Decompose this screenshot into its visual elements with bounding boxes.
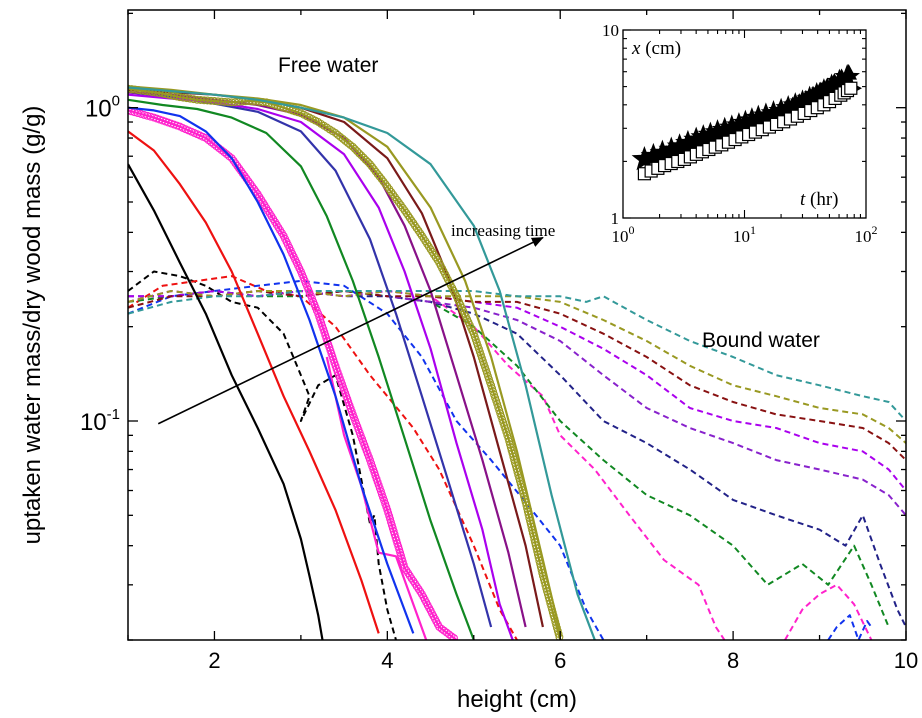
data-marker-circle: [383, 182, 392, 191]
data-marker-circle: [343, 138, 352, 147]
data-marker-circle: [440, 626, 449, 635]
inset-y-tick-label: 10: [602, 21, 619, 40]
data-marker-circle: [225, 152, 234, 161]
data-marker-circle: [201, 134, 210, 142]
data-marker-circle: [371, 167, 380, 176]
data-marker-circle: [338, 134, 347, 143]
inset-axes: 100 101 102 1 10: [602, 21, 878, 246]
annotation-increasing-time: increasing time: [451, 221, 555, 240]
bound-water-line-5: [784, 583, 873, 640]
bound-water-line-10: [128, 290, 906, 461]
free-water-line-3: [325, 356, 428, 640]
free-water-line-4: [128, 106, 415, 634]
bound-water-line-2: [128, 279, 605, 640]
inset-chart: 100 101 102 1 10 x (cm) t (hr): [602, 21, 878, 246]
bound-water-line-0: [128, 270, 397, 640]
data-marker-circle: [346, 140, 355, 149]
free-water-line-5: [128, 98, 475, 640]
data-marker-circle: [336, 133, 345, 141]
inset-y-tick-label: 1: [611, 209, 620, 228]
free-water-line-10: [128, 87, 562, 640]
inset-x-label: t (hr): [800, 189, 839, 210]
inset-marker-square: [844, 81, 858, 95]
annotation-free-water: Free water: [278, 54, 378, 77]
inset-x-tick-label: 101: [733, 223, 756, 246]
inset-x-tick-label: 102: [855, 223, 878, 246]
data-marker-circle: [227, 154, 236, 163]
bound-water-line-11: [128, 290, 906, 444]
data-marker-circle: [207, 138, 215, 147]
x-tick-label: 4: [381, 648, 393, 673]
data-marker-circle: [555, 633, 564, 640]
data-marker-circle: [450, 634, 458, 640]
data-marker-circle: [331, 129, 340, 137]
free-water-line-0: [128, 163, 324, 640]
data-marker-circle: [369, 165, 378, 174]
main-axes: 2 4 6 8 10 100 10-1: [80, 9, 918, 673]
bound-water-line-9: [128, 290, 906, 492]
inset-x-tick-label: 100: [612, 223, 635, 246]
inset-y-var: x: [631, 38, 641, 59]
data-marker-circle: [333, 131, 342, 139]
data-marker-circle: [170, 92, 179, 100]
free-water-line-1: [128, 130, 380, 634]
data-marker-circle: [222, 150, 231, 159]
data-series-group: [128, 84, 906, 640]
inset-y-label: x (cm): [631, 38, 681, 59]
x-tick-label: 6: [554, 648, 566, 673]
inset-y-unit: (cm): [640, 38, 681, 59]
data-marker-circle: [435, 623, 444, 631]
data-marker-circle: [204, 136, 213, 145]
bound-water-line-12: [128, 290, 906, 422]
plot-frame: [127, 9, 907, 641]
data-marker-circle: [350, 145, 359, 153]
increasing-time-arrow: [157, 236, 544, 425]
free-water-line-12: [128, 86, 596, 640]
bound-water-line-3: [827, 614, 873, 640]
inset-x-unit: (hr): [805, 189, 838, 210]
data-marker-circle: [359, 153, 368, 162]
data-marker-circle: [437, 624, 446, 633]
inset-x-var: t: [800, 189, 806, 210]
data-marker-circle: [348, 142, 357, 151]
x-tick-label: 10: [894, 648, 918, 673]
data-marker-circle: [357, 151, 366, 160]
data-marker-circle: [375, 172, 384, 181]
data-marker-circle: [373, 170, 382, 179]
x-tick-label: 8: [727, 648, 739, 673]
data-marker-circle: [379, 177, 388, 186]
data-marker-circle: [445, 630, 454, 639]
data-marker-circle: [442, 628, 451, 637]
x-axis-label: height (cm): [457, 686, 577, 713]
annotation-bound-water: Bound water: [702, 329, 820, 352]
y-tick-label: 100: [85, 93, 120, 123]
bound-water-line-6: [128, 290, 890, 628]
data-marker-circle: [368, 162, 376, 171]
data-marker-circle: [366, 160, 374, 169]
annotations: Free water Bound water increasing time: [157, 54, 820, 425]
data-marker-circle: [361, 155, 370, 164]
data-marker-circle: [355, 149, 364, 158]
free-water-line-11: [128, 85, 562, 634]
y-axis-label: uptaken water mass/dry wood mass (g/g): [19, 106, 46, 545]
bound-water-line-1: [128, 275, 518, 640]
inset-marker-triangle-up: [840, 64, 858, 80]
inset-series-group: [631, 63, 862, 181]
data-marker-circle: [377, 175, 386, 184]
data-marker-circle: [341, 136, 350, 145]
x-tick-label: 2: [208, 648, 220, 673]
y-tick-label: 10-1: [80, 406, 120, 436]
data-marker-circle: [381, 180, 390, 189]
data-marker-circle: [353, 147, 362, 156]
data-marker-circle: [363, 158, 372, 166]
